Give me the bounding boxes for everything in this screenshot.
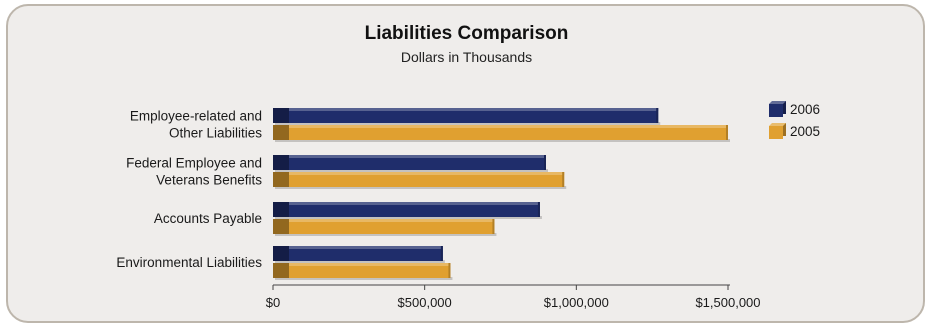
bar-highlight: [273, 155, 546, 158]
bar-2006: [273, 108, 659, 123]
bar-highlight: [273, 125, 728, 128]
category-label: Other Liabilities: [169, 126, 262, 141]
bar-end-cap: [273, 172, 289, 187]
bar-2005: [273, 172, 565, 187]
bar-edge: [544, 155, 546, 170]
bar-shadow: [275, 122, 661, 125]
category-label: Environmental Liabilities: [116, 255, 262, 270]
legend-swatch-top: [769, 123, 786, 126]
bar-2006: [273, 155, 546, 170]
bar-end-cap: [273, 155, 289, 170]
bar-edge: [656, 108, 659, 123]
bar-shadow: [275, 260, 445, 263]
bar-2006: [273, 202, 540, 217]
bar-end-cap: [273, 263, 289, 278]
bar-highlight: [273, 246, 443, 249]
bar-shadow: [275, 216, 542, 219]
category-label: Accounts Payable: [154, 211, 262, 226]
bar-shadow: [275, 233, 497, 236]
chart-title: Liabilities Comparison: [364, 23, 569, 44]
bar-2006: [273, 246, 443, 261]
bar-end-cap: [273, 202, 289, 217]
chart-subtitle: Dollars in Thousands: [400, 49, 533, 65]
bar-2005: [273, 263, 451, 278]
bar-shadow: [275, 139, 730, 142]
bar-highlight: [273, 172, 565, 175]
category-label: Veterans Benefits: [156, 173, 262, 188]
bar-edge: [726, 125, 728, 140]
bar-highlight: [273, 202, 540, 205]
bar-highlight: [273, 108, 659, 111]
legend-label-2005: 2005: [790, 124, 820, 139]
legend-label-2006: 2006: [790, 102, 820, 117]
bar-highlight: [273, 219, 495, 222]
bar-edge: [562, 172, 565, 187]
bar-edge: [448, 263, 451, 278]
bar-2005: [273, 219, 495, 234]
legend-swatch-2006: [769, 104, 783, 117]
bar-edge: [537, 202, 540, 217]
bar-highlight: [273, 263, 451, 266]
bar-end-cap: [273, 125, 289, 140]
legend-swatch-2005: [769, 126, 783, 139]
bar-shadow: [275, 186, 567, 189]
bar-end-cap: [273, 246, 289, 261]
x-tick-label: $500,000: [398, 295, 452, 310]
category-label: Federal Employee and: [126, 156, 262, 171]
bar-end-cap: [273, 219, 289, 234]
bar-edge: [492, 219, 495, 234]
x-tick-label: $0: [266, 295, 280, 310]
bar-shadow: [275, 277, 453, 280]
bar-shadow: [275, 169, 548, 172]
category-label: Employee-related and: [130, 109, 262, 124]
bar-edge: [440, 246, 443, 261]
x-tick-label: $1,000,000: [544, 295, 609, 310]
legend-swatch-top: [769, 101, 786, 104]
bar-end-cap: [273, 108, 289, 123]
bar-2005: [273, 125, 728, 140]
x-tick-label: $1,500,000: [695, 295, 760, 310]
